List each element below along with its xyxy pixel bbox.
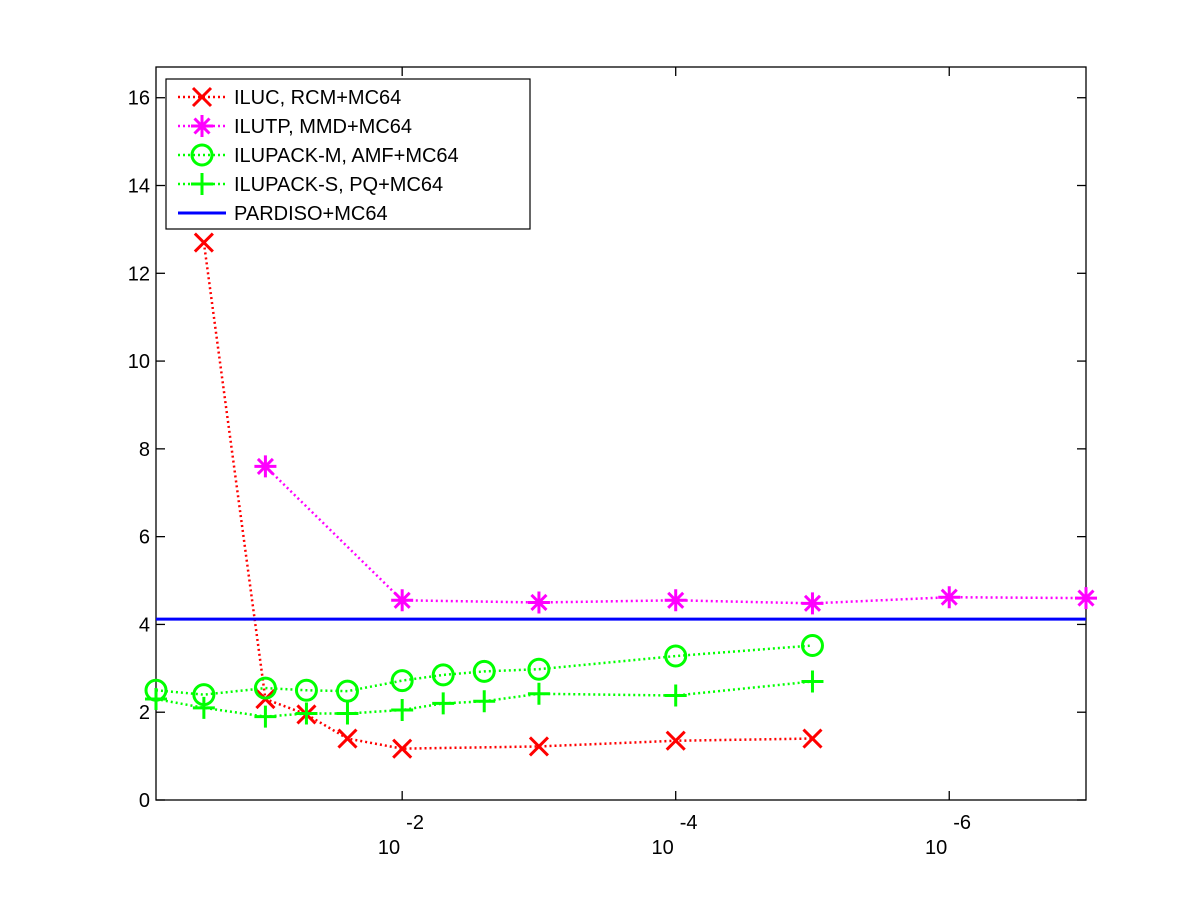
y-tick-label: 10 [128, 351, 150, 373]
data-point [392, 738, 413, 759]
data-point [391, 589, 414, 612]
legend-label: ILUPACK-M, AMF+MC64 [234, 145, 459, 167]
data-point [473, 690, 496, 713]
data-point [801, 670, 824, 693]
y-tick-label: 16 [128, 88, 150, 110]
axis-ticks: 0 2 4 6 8 10 12 14 16 10 -2 10 -4 10 -6 [128, 67, 1086, 859]
data-point [335, 679, 359, 703]
series-0 [193, 232, 823, 759]
x-tick-label-exponent: -4 [680, 812, 698, 834]
series-layer [144, 232, 1097, 759]
legend-box [165, 78, 531, 230]
data-point [802, 728, 823, 749]
y-tick-label: 4 [139, 614, 150, 636]
data-point [337, 728, 358, 749]
x-tick-label-base: 10 [925, 837, 947, 859]
series-3 [145, 670, 824, 728]
data-point [336, 702, 359, 725]
data-point [664, 589, 687, 612]
data-point [1075, 587, 1097, 610]
data-point [431, 663, 455, 687]
y-tick-label: 2 [139, 702, 150, 724]
y-tick-label: 0 [139, 790, 150, 812]
data-point [472, 659, 496, 683]
data-point [665, 730, 686, 751]
data-point [664, 684, 687, 707]
series-2 [144, 633, 824, 707]
y-tick-label: 8 [139, 439, 150, 461]
data-point [528, 736, 550, 757]
data-point [527, 657, 551, 681]
legend-label: ILUPACK-S, PQ+MC64 [234, 174, 443, 196]
y-tick-label: 14 [128, 176, 150, 198]
legend-label: ILUTP, MMD+MC64 [234, 116, 412, 138]
y-tick-label: 12 [128, 263, 150, 285]
legend-marker [191, 86, 213, 108]
legend-marker [191, 115, 213, 137]
data-point [432, 692, 455, 715]
data-point [390, 669, 414, 693]
data-point [193, 232, 214, 253]
data-point [664, 644, 688, 668]
data-point [938, 586, 961, 609]
legend: ILUC, RCM+MC64 ILUTP, MMD+MC64 ILUPACK-M, … [165, 78, 531, 230]
data-point [253, 676, 277, 700]
data-point [527, 591, 550, 614]
legend-marker [191, 173, 213, 195]
data-point [145, 688, 167, 711]
data-point [391, 699, 414, 722]
series-line [155, 644, 813, 696]
x-tick-label-exponent: -2 [406, 812, 424, 834]
series-1 [254, 455, 1097, 615]
data-point [801, 592, 824, 615]
data-point [800, 633, 824, 657]
y-tick-label: 6 [139, 527, 150, 549]
series-line [155, 680, 813, 718]
x-tick-label-base: 10 [378, 837, 400, 859]
data-point [295, 702, 318, 725]
data-point [294, 678, 318, 702]
x-tick-label-base: 10 [651, 837, 673, 859]
data-point [192, 696, 215, 719]
legend-marker [190, 143, 214, 167]
x-tick-label-exponent: -6 [953, 812, 971, 834]
data-point [527, 682, 550, 705]
legend-label: ILUC, RCM+MC64 [234, 87, 401, 109]
data-point [254, 705, 277, 728]
legend-label: PARDISO+MC64 [234, 203, 388, 225]
data-point [254, 455, 277, 478]
